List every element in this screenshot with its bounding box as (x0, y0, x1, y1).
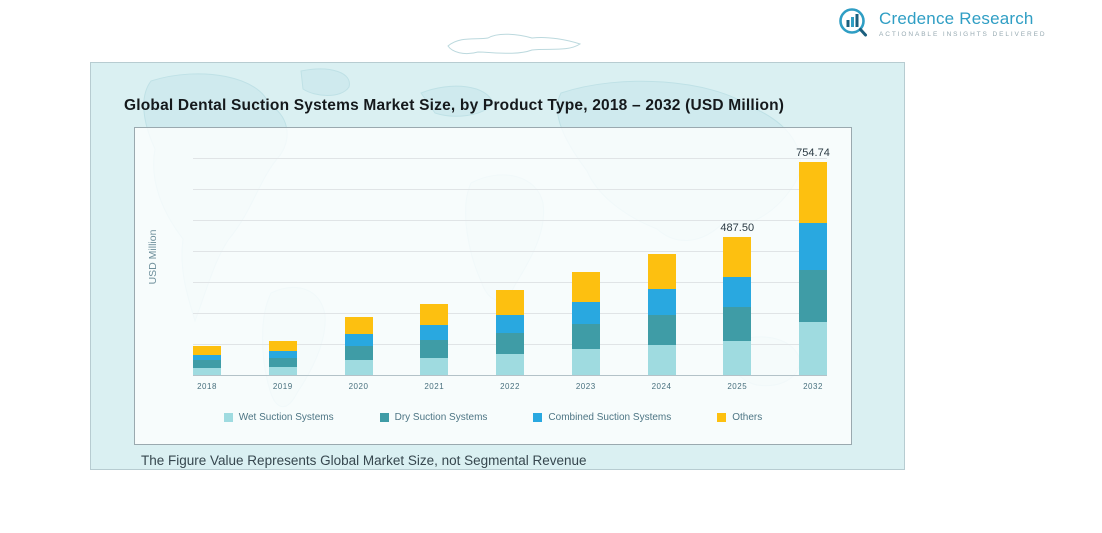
chart-panel: Global Dental Suction Systems Market Siz… (90, 62, 905, 470)
legend: Wet Suction Systems Dry Suction Systems Co… (135, 412, 851, 423)
x-tick-label: 2019 (272, 382, 293, 391)
x-tick-label: 2023 (575, 382, 596, 391)
brand-tagline: ACTIONABLE INSIGHTS DELIVERED (879, 30, 1047, 38)
bar-stack (344, 317, 373, 375)
bar-segment (723, 340, 752, 375)
bar-segment (496, 314, 524, 333)
bar-2022 (496, 287, 524, 375)
bar-segment (344, 333, 373, 347)
legend-swatch (533, 413, 543, 422)
bar-2018 (193, 343, 221, 375)
bar-segment (193, 345, 221, 355)
bar-stack (799, 161, 827, 375)
bar-segment (723, 237, 752, 277)
bar-segment (799, 161, 827, 224)
bar-segment (420, 340, 449, 358)
bar-stack (647, 253, 676, 375)
bar-segment (496, 353, 524, 375)
logo-text: Credence Research ACTIONABLE INSIGHTS DE… (879, 9, 1046, 38)
bar-segment (723, 276, 752, 308)
bar-2019 (268, 338, 297, 375)
bar-2024 (647, 251, 676, 375)
credence-research-logo: Credence Research ACTIONABLE INSIGHTS DE… (836, 6, 1046, 40)
legend-label: Combined Suction Systems (548, 412, 672, 423)
legend-item: Wet Suction Systems (223, 412, 334, 423)
logo-chart-magnifier-icon (839, 8, 867, 37)
legend-item: Dry Suction Systems (379, 412, 488, 423)
bar-stack (571, 271, 600, 375)
bar-2032: 754.74 (796, 146, 830, 375)
x-tick-label: 2025 (727, 382, 748, 391)
brand-name: Credence Research (879, 8, 1034, 28)
bar-stack (723, 237, 752, 375)
bar-stack (268, 341, 297, 375)
bar-segment (344, 346, 373, 361)
bar-2023 (571, 269, 600, 375)
bar-segment (193, 354, 221, 361)
bar-segment (344, 360, 373, 375)
legend-item: Others (717, 412, 762, 423)
legend-swatch (223, 413, 233, 422)
bar-segment (420, 357, 449, 375)
bar-stack (420, 304, 449, 375)
x-tick-label: 2024 (651, 382, 672, 391)
figure-note: The Figure Value Represents Global Marke… (141, 453, 587, 468)
bar-segment (799, 223, 827, 271)
bar-value-label: 487.50 (720, 222, 755, 235)
x-tick-label: 2022 (500, 382, 520, 391)
x-tick-label: 2018 (197, 382, 217, 391)
legend-label: Dry Suction Systems (394, 412, 488, 423)
map-island-outline (447, 33, 582, 55)
bar-segment (496, 290, 524, 315)
legend-label: Others (732, 412, 763, 423)
x-axis-labels: 2018 2019 2020 2021 2022 2023 2024 2025 2032 (193, 382, 827, 391)
x-tick-label: 2032 (803, 382, 823, 391)
bar-segment (647, 253, 676, 289)
bar-segment (799, 270, 827, 322)
bar-segment (799, 321, 827, 375)
legend-label: Wet Suction Systems (238, 412, 334, 423)
bar-segment (420, 325, 449, 341)
bar-segment (647, 315, 676, 345)
bar-segment (268, 351, 297, 359)
bar-stack (193, 345, 221, 375)
bar-segment (268, 366, 297, 375)
bar-segment (193, 360, 221, 368)
bar-segment (647, 344, 676, 375)
plot-area: USD Million 487.50 754.74 2018 2019 2020 202… (134, 127, 852, 445)
bar-segment (420, 304, 449, 326)
bar-segment (268, 358, 297, 367)
bar-stack (496, 290, 524, 375)
x-tick-label: 2021 (424, 382, 445, 391)
bar-segment (268, 341, 297, 352)
bar-segment (571, 323, 600, 349)
bar-segment (193, 367, 221, 375)
bar-2020 (344, 314, 373, 375)
bar-2021 (420, 301, 449, 375)
bar-segment (571, 301, 600, 324)
bar-segment (571, 271, 600, 302)
bar-2025: 487.50 (720, 222, 755, 375)
legend-swatch (717, 413, 727, 422)
bar-segment (571, 349, 600, 375)
chart-title: Global Dental Suction Systems Market Siz… (124, 97, 785, 115)
bar-segment (496, 332, 524, 354)
bar-segment (647, 288, 676, 316)
bar-segment (723, 307, 752, 341)
y-axis-label: USD Million (147, 229, 159, 285)
x-tick-label: 2020 (348, 382, 369, 391)
bars-area: 487.50 754.74 (193, 146, 830, 376)
bar-segment (344, 317, 373, 334)
legend-swatch (379, 413, 389, 422)
legend-item: Combined Suction Systems (533, 412, 671, 423)
bar-value-label: 754.74 (796, 146, 830, 159)
